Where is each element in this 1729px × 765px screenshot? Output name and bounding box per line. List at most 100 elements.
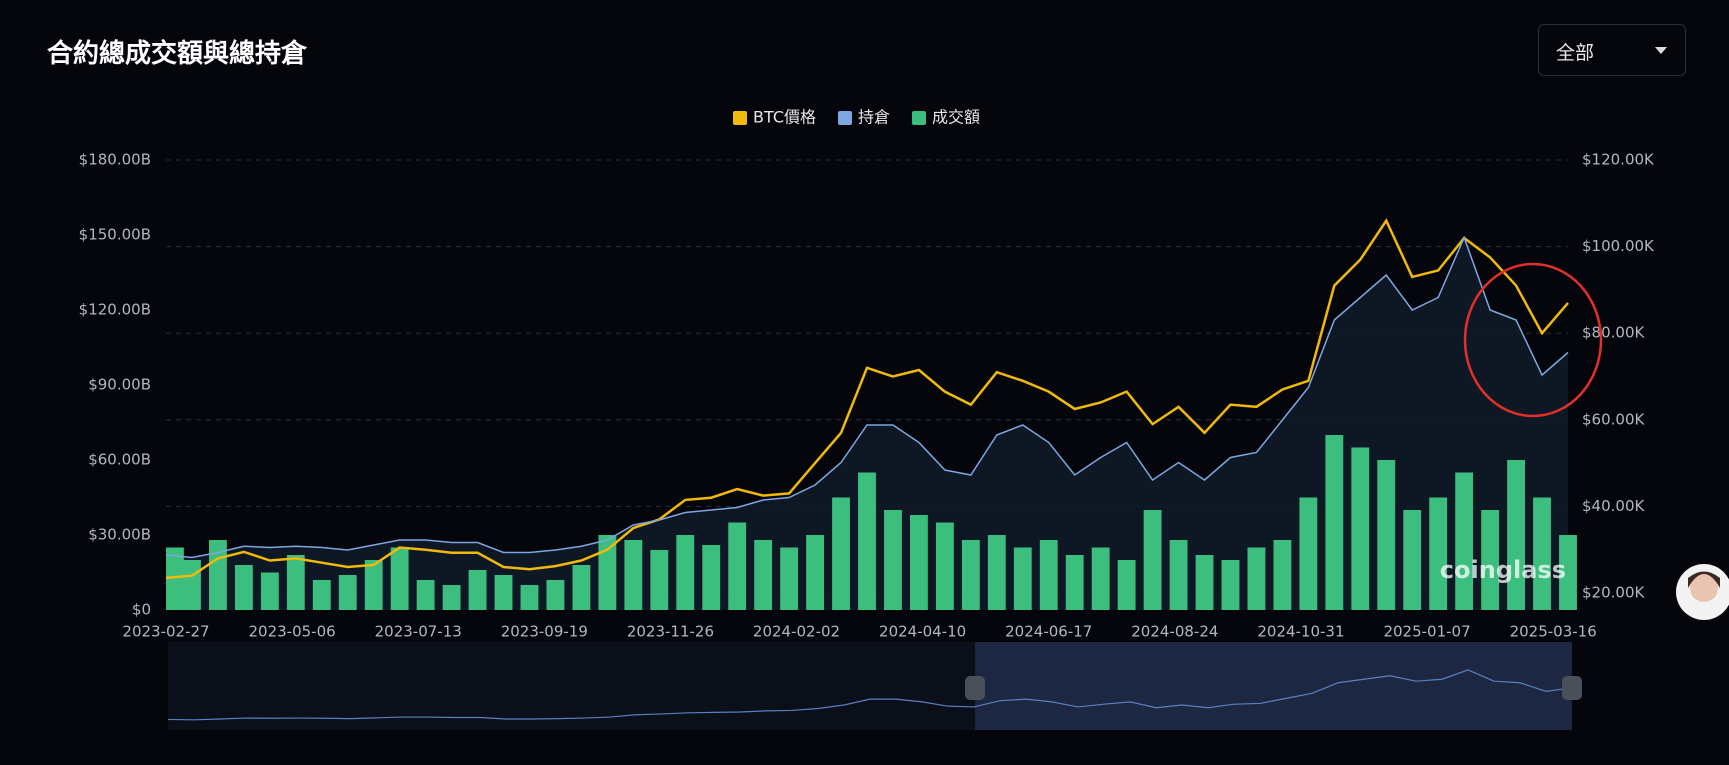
avatar-hair <box>1688 571 1720 588</box>
navigator-line <box>167 669 1573 721</box>
volume-bar <box>832 497 850 610</box>
volume-bar <box>312 580 331 610</box>
x-tick-label: 2025-01-07 <box>1383 623 1470 641</box>
dropdown-caret <box>1655 47 1667 54</box>
volume-bar <box>910 515 928 610</box>
volume-bar <box>234 565 253 610</box>
open-interest-line <box>165 235 1569 559</box>
volume-bar <box>442 585 461 610</box>
x-tick-label: 2024-10-31 <box>1257 623 1344 641</box>
volume-bar <box>987 535 1006 610</box>
x-tick-label: 2024-08-24 <box>1131 623 1218 641</box>
volume-bar <box>468 570 487 610</box>
page-title: 合約總成交額與總持倉 <box>47 39 308 69</box>
volume-bar <box>754 540 773 610</box>
dropdown-label: 全部 <box>1556 42 1595 64</box>
volume-bar <box>1403 510 1422 610</box>
y-tick-label: $90.00B <box>88 376 151 394</box>
volume-bar <box>676 535 695 610</box>
x-tick-label: 2023-07-13 <box>375 623 462 641</box>
volume-bar <box>1117 560 1136 610</box>
volume-bar <box>390 547 409 610</box>
price-line <box>165 218 1569 580</box>
volume-bar <box>546 580 565 610</box>
volume-bar <box>1429 497 1448 610</box>
volume-bar <box>338 575 357 610</box>
x-tick-label: 2023-09-19 <box>501 623 588 641</box>
legend-label: BTC價格 <box>753 108 816 127</box>
x-tick-label: 2024-04-10 <box>879 623 966 641</box>
volume-bar <box>780 547 799 610</box>
volume-bar <box>650 550 669 610</box>
volume-bar <box>1091 547 1110 610</box>
x-tick-label: 2025-03-16 <box>1510 623 1597 641</box>
volume-bar <box>1533 497 1551 610</box>
avatar-face <box>1690 574 1718 602</box>
volume-bar <box>1377 460 1396 610</box>
y-tick-label: $120.00B <box>79 301 151 319</box>
range-dropdown[interactable]: 全部 <box>1538 24 1686 76</box>
volume-bar <box>1325 435 1344 610</box>
navigator-handle[interactable] <box>965 676 985 700</box>
open-interest-area <box>166 237 1568 610</box>
x-tick-label: 2023-02-27 <box>122 623 209 641</box>
x-tick-label: 2023-11-26 <box>627 623 714 641</box>
volume-bar <box>598 535 617 610</box>
volume-bar <box>1247 547 1266 610</box>
volume-bar <box>166 547 184 610</box>
legend-swatch <box>733 111 747 125</box>
y2-tick-label: $80.00K <box>1582 324 1645 342</box>
volume-bar <box>1559 535 1577 610</box>
x-tick-label: 2023-05-06 <box>249 623 336 641</box>
volume-bar <box>624 540 643 610</box>
volume-bar <box>260 572 279 610</box>
legend-swatch <box>838 111 852 125</box>
volume-bar <box>1299 497 1318 610</box>
volume-bar <box>935 522 954 610</box>
volume-bar <box>1351 447 1370 610</box>
x-tick-label: 2024-06-17 <box>1005 623 1092 641</box>
volume-bar <box>884 510 902 610</box>
y-tick-label: $0 <box>132 601 151 619</box>
y-tick-label: $30.00B <box>88 526 151 544</box>
volume-bar <box>286 555 305 610</box>
volume-bar <box>364 560 383 610</box>
volume-bar <box>702 545 721 610</box>
legend-label: 成交額 <box>932 108 980 127</box>
highlight-circle <box>1463 262 1603 418</box>
navigator-handle[interactable] <box>1562 676 1582 700</box>
volume-bar <box>1013 547 1032 610</box>
volume-bar <box>1221 560 1240 610</box>
volume-bar <box>1143 510 1162 610</box>
volume-bar <box>1507 460 1525 610</box>
volume-bar <box>1065 555 1084 610</box>
y2-tick-label: $20.00K <box>1582 584 1645 602</box>
volume-bar <box>1195 555 1214 610</box>
volume-bar <box>728 522 747 610</box>
volume-bar <box>1273 540 1292 610</box>
volume-bar <box>858 472 876 610</box>
volume-bar <box>416 580 435 610</box>
y-tick-label: $150.00B <box>79 226 151 244</box>
volume-bar <box>520 585 539 610</box>
navigator-selection[interactable] <box>975 642 1572 730</box>
x-tick-label: 2024-02-02 <box>753 623 840 641</box>
volume-bar <box>494 575 513 610</box>
y-tick-label: $60.00B <box>88 451 151 469</box>
volume-bar <box>1169 540 1188 610</box>
volume-bar <box>183 560 201 610</box>
legend-swatch <box>912 111 927 125</box>
watermark: coinglass <box>1440 556 1566 584</box>
y2-tick-label: $120.00K <box>1582 151 1655 169</box>
volume-bar <box>961 540 980 610</box>
y2-tick-label: $40.00K <box>1582 497 1645 515</box>
volume-bar <box>1455 472 1474 610</box>
volume-bar <box>572 565 591 610</box>
volume-bar <box>806 535 824 610</box>
y2-tick-label: $100.00K <box>1582 237 1655 255</box>
legend-label: 持倉 <box>858 108 890 127</box>
volume-bar <box>1481 510 1500 610</box>
y2-tick-label: $60.00K <box>1582 410 1645 428</box>
